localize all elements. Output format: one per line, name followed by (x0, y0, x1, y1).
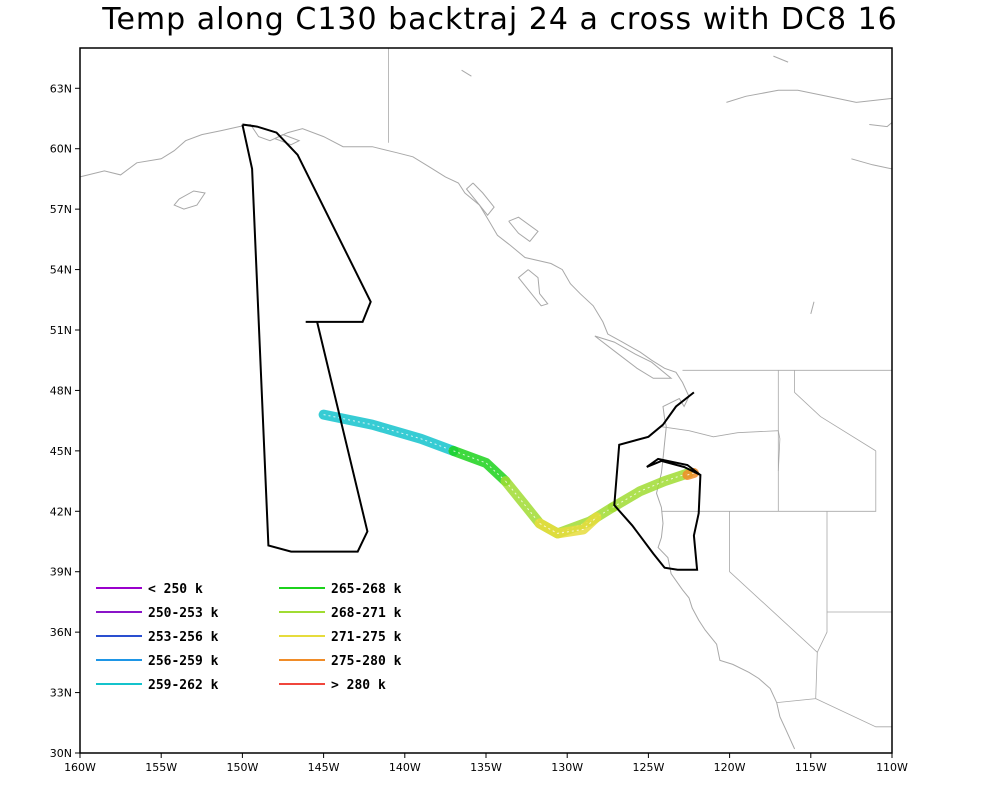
map-title: Temp along C130 backtraj 24 a cross with… (102, 2, 898, 37)
state-border (815, 698, 892, 728)
lat-tick-label: 33N (50, 687, 72, 700)
legend-label: 275-280 k (331, 654, 402, 669)
coastline (869, 122, 893, 128)
coastline (726, 89, 893, 103)
state-border (816, 511, 828, 653)
legend-label: 265-268 k (331, 582, 402, 597)
lon-tick-label: 160W (64, 761, 96, 774)
lon-tick-label: 155W (145, 761, 177, 774)
lat-tick-label: 54N (50, 264, 72, 277)
coastline (517, 269, 549, 307)
lat-tick-label: 42N (50, 505, 72, 518)
coastline (508, 216, 539, 243)
trajectory-layer (318, 409, 699, 539)
trajectory-marker-line (453, 450, 506, 482)
legend-label: < 250 k (148, 582, 203, 597)
lon-tick-label: 115W (795, 761, 827, 774)
legend-label: 253-256 k (148, 630, 219, 645)
legend-label: 271-275 k (331, 630, 402, 645)
trajectory-segment (448, 445, 511, 487)
trajectory-marker-line (612, 472, 690, 508)
legend-label: 268-271 k (331, 606, 402, 621)
lon-tick-label: 125W (632, 761, 664, 774)
trajectory-segment (607, 468, 694, 513)
border-layer (388, 48, 892, 728)
legend-label: 259-262 k (148, 678, 219, 693)
trajectory-marker-line (687, 472, 695, 476)
trajectory-marker-line (539, 516, 597, 534)
lon-tick-label: 110W (876, 761, 908, 774)
lat-tick-label: 57N (50, 203, 72, 216)
state-border (729, 511, 818, 703)
longitude-axis: 160W 155W 150W 145W 140W 135W 130W 125W 120W 115W… (64, 753, 908, 774)
coastline-layer (79, 55, 893, 750)
lat-tick-label: 60N (50, 143, 72, 156)
coastline (461, 69, 472, 77)
legend-label: 250-253 k (148, 606, 219, 621)
lon-tick-label: 145W (308, 761, 340, 774)
flight-track (241, 123, 372, 553)
lat-tick-label: 30N (50, 747, 72, 760)
coastline (851, 158, 893, 170)
map-frame (79, 47, 893, 754)
coastline (594, 335, 673, 379)
lat-tick-label: 51N (50, 324, 72, 337)
lon-tick-label: 130W (551, 761, 583, 774)
lon-tick-label: 140W (389, 761, 421, 774)
state-border (827, 450, 877, 512)
lon-tick-label: 135W (470, 761, 502, 774)
lat-tick-label: 39N (50, 566, 72, 579)
coastline (465, 182, 495, 216)
coastline (173, 190, 206, 210)
lat-tick-label: 45N (50, 445, 72, 458)
flight-track-layer (241, 123, 702, 571)
lon-tick-label: 120W (714, 761, 746, 774)
state-border (794, 370, 877, 452)
coastline (810, 301, 815, 315)
coastline (773, 55, 789, 63)
latitude-axis: 30N 33N 36N 39N 42N 45N 48N 51N 54N 57N 60N 63N (50, 82, 80, 760)
coastline (79, 123, 796, 750)
lon-tick-label: 150W (226, 761, 258, 774)
legend-label: 256-259 k (148, 654, 219, 669)
lat-tick-label: 36N (50, 626, 72, 639)
trajectory-marker-line (323, 414, 454, 452)
flight-track-east (613, 391, 702, 571)
lat-tick-label: 48N (50, 384, 72, 397)
state-border (661, 426, 781, 512)
legend: < 250 k 250-253 k 253-256 k 256-259 k 259-26… (96, 582, 402, 693)
trajectory-segment (500, 476, 618, 539)
legend-label: > 280 k (331, 678, 386, 693)
lat-tick-label: 63N (50, 82, 72, 95)
